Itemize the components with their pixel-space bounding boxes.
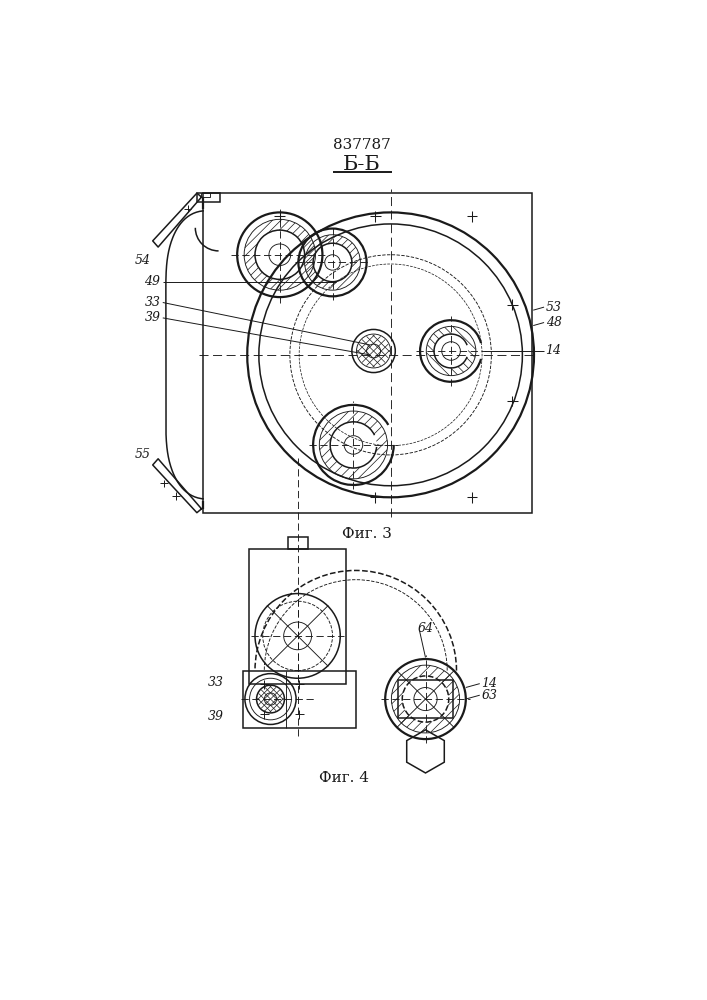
Text: 33: 33 (144, 296, 160, 309)
Bar (249, 549, 346, 684)
Bar (288, 537, 308, 549)
Text: 55: 55 (134, 448, 151, 461)
Bar (201, 193, 210, 197)
Text: 14: 14 (546, 344, 561, 358)
Text: 14: 14 (481, 677, 497, 690)
Bar (398, 680, 452, 718)
Text: 64: 64 (418, 622, 434, 635)
Text: Б-Б: Б-Б (343, 155, 381, 174)
Text: 837787: 837787 (333, 138, 391, 152)
Text: 63: 63 (481, 689, 497, 702)
Text: 33: 33 (208, 676, 224, 689)
Text: 53: 53 (546, 301, 561, 314)
Bar (197, 193, 220, 202)
Text: Фиг. 3: Фиг. 3 (342, 527, 392, 541)
Text: 49: 49 (144, 275, 160, 288)
Text: 54: 54 (134, 254, 151, 267)
Bar (203, 193, 532, 513)
Text: 39: 39 (208, 710, 224, 723)
Text: 48: 48 (546, 316, 561, 329)
Text: Фиг. 4: Фиг. 4 (319, 771, 369, 785)
Bar (243, 671, 356, 728)
Text: 39: 39 (144, 311, 160, 324)
